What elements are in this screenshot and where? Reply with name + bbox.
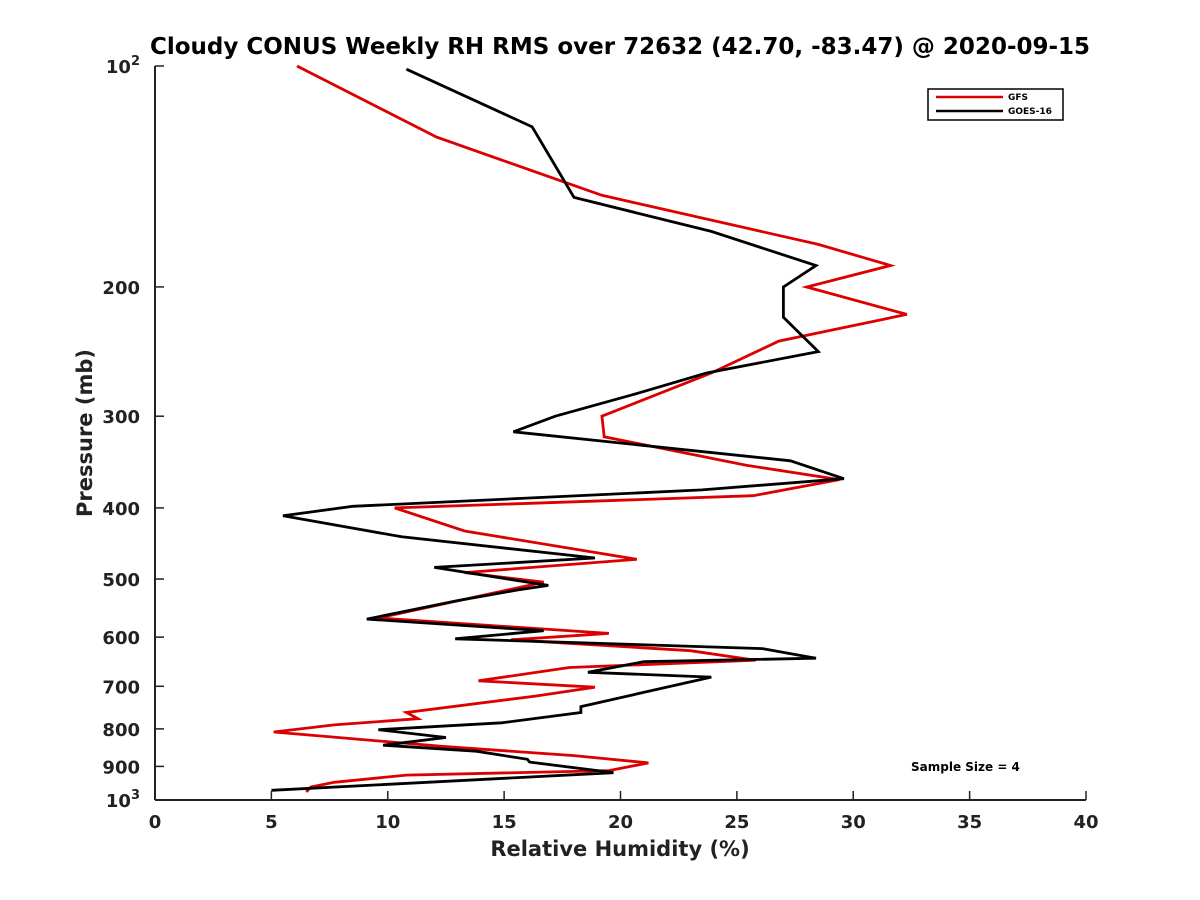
y-axis-ticks: 102 200 300 400 500 600 700 800 900 103 bbox=[102, 54, 164, 812]
chart-title: Cloudy CONUS Weekly RH RMS over 72632 (4… bbox=[150, 34, 1090, 60]
plot-series bbox=[271, 64, 908, 793]
x-tick-label: 20 bbox=[608, 812, 633, 833]
y-tick-label: 600 bbox=[102, 628, 140, 649]
y-tick-label: 500 bbox=[102, 570, 140, 591]
x-tick-label: 35 bbox=[957, 812, 982, 833]
y-axis-label: Pressure (mb) bbox=[73, 349, 97, 517]
x-tick-label: 40 bbox=[1073, 812, 1098, 833]
y-tick-label: 900 bbox=[102, 757, 140, 778]
x-tick-label: 5 bbox=[265, 812, 278, 833]
y-tick-label: 800 bbox=[102, 720, 140, 741]
legend-box bbox=[927, 88, 1064, 121]
y-tick-label: 103 bbox=[106, 788, 140, 812]
x-axis-ticks: 0 5 10 15 20 25 30 35 40 bbox=[149, 791, 1099, 833]
y-tick-label: 102 bbox=[106, 54, 140, 78]
x-tick-label: 10 bbox=[375, 812, 400, 833]
x-tick-label: 0 bbox=[149, 812, 162, 833]
legend-label-gfs: GFS bbox=[1008, 93, 1028, 103]
y-tick-label: 700 bbox=[102, 677, 140, 698]
x-tick-label: 25 bbox=[724, 812, 749, 833]
legend: GFS GOES-16 bbox=[927, 88, 1064, 121]
x-tick-label: 30 bbox=[841, 812, 866, 833]
y-tick-label: 200 bbox=[102, 278, 140, 299]
sample-size-annotation: Sample Size = 4 bbox=[911, 760, 1020, 774]
y-tick-label: 400 bbox=[102, 499, 140, 520]
x-tick-label: 15 bbox=[492, 812, 517, 833]
series-line-goes16 bbox=[271, 67, 845, 792]
series-line-gfs bbox=[273, 64, 908, 793]
y-tick-label: 300 bbox=[102, 407, 140, 428]
x-axis-label: Relative Humidity (%) bbox=[490, 837, 749, 861]
legend-label-goes16: GOES-16 bbox=[1008, 107, 1052, 117]
